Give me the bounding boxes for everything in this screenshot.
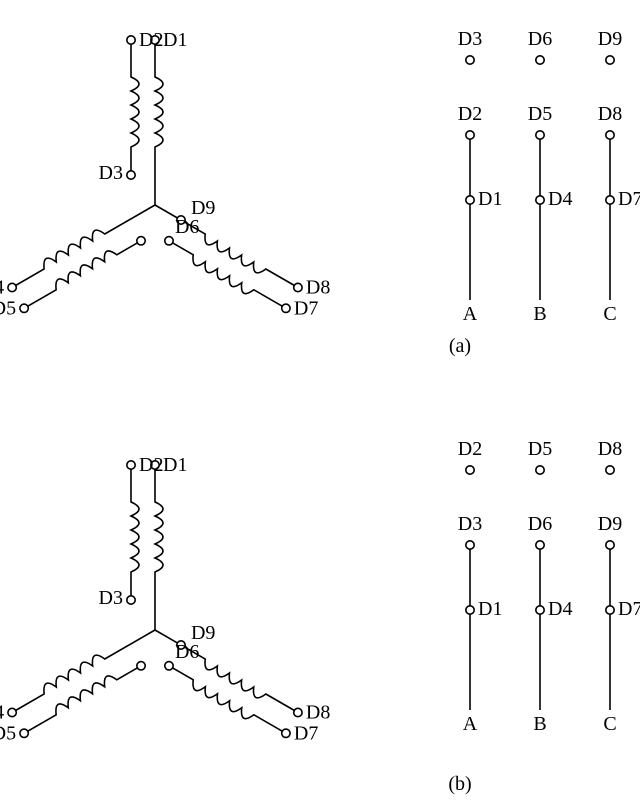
svg-text:D1: D1 [478,598,502,620]
svg-text:D3: D3 [458,513,482,535]
svg-text:D8: D8 [598,103,622,125]
svg-text:D1: D1 [163,454,187,476]
svg-text:D1: D1 [163,29,187,51]
svg-text:D7: D7 [618,188,640,210]
svg-text:D4: D4 [0,277,4,299]
svg-text:A: A [463,713,478,735]
svg-text:D5: D5 [528,438,552,460]
svg-text:D2: D2 [139,454,163,476]
svg-text:D4: D4 [548,598,572,620]
svg-text:C: C [603,303,616,325]
svg-text:D5: D5 [0,297,16,319]
svg-text:D9: D9 [598,28,622,50]
svg-text:D9: D9 [598,513,622,535]
svg-text:D6: D6 [175,216,199,238]
svg-text:D2: D2 [139,29,163,51]
svg-text:D3: D3 [99,162,123,184]
svg-text:D6: D6 [528,28,552,50]
svg-text:B: B [533,713,546,735]
svg-text:D4: D4 [0,702,4,724]
svg-text:D8: D8 [598,438,622,460]
svg-text:D2: D2 [458,438,482,460]
svg-text:D7: D7 [294,297,318,319]
svg-text:D3: D3 [458,28,482,50]
svg-text:D8: D8 [306,277,330,299]
svg-text:D5: D5 [528,103,552,125]
diagram-canvas: D1D2D3D8D9D7D6D4D5D3D6D9D2D1AD5D4BD8D7C(… [0,0,640,808]
svg-text:D5: D5 [0,722,16,744]
svg-text:D6: D6 [528,513,552,535]
svg-text:D7: D7 [294,722,318,744]
svg-text:D6: D6 [175,641,199,663]
svg-text:D2: D2 [458,103,482,125]
svg-text:D7: D7 [618,598,640,620]
svg-text:D4: D4 [548,188,572,210]
svg-text:C: C [603,713,616,735]
svg-text:(b): (b) [448,773,471,795]
svg-text:D8: D8 [306,702,330,724]
svg-text:D3: D3 [99,587,123,609]
svg-text:D1: D1 [478,188,502,210]
svg-text:B: B [533,303,546,325]
svg-text:A: A [463,303,478,325]
svg-text:(a): (a) [449,335,471,357]
